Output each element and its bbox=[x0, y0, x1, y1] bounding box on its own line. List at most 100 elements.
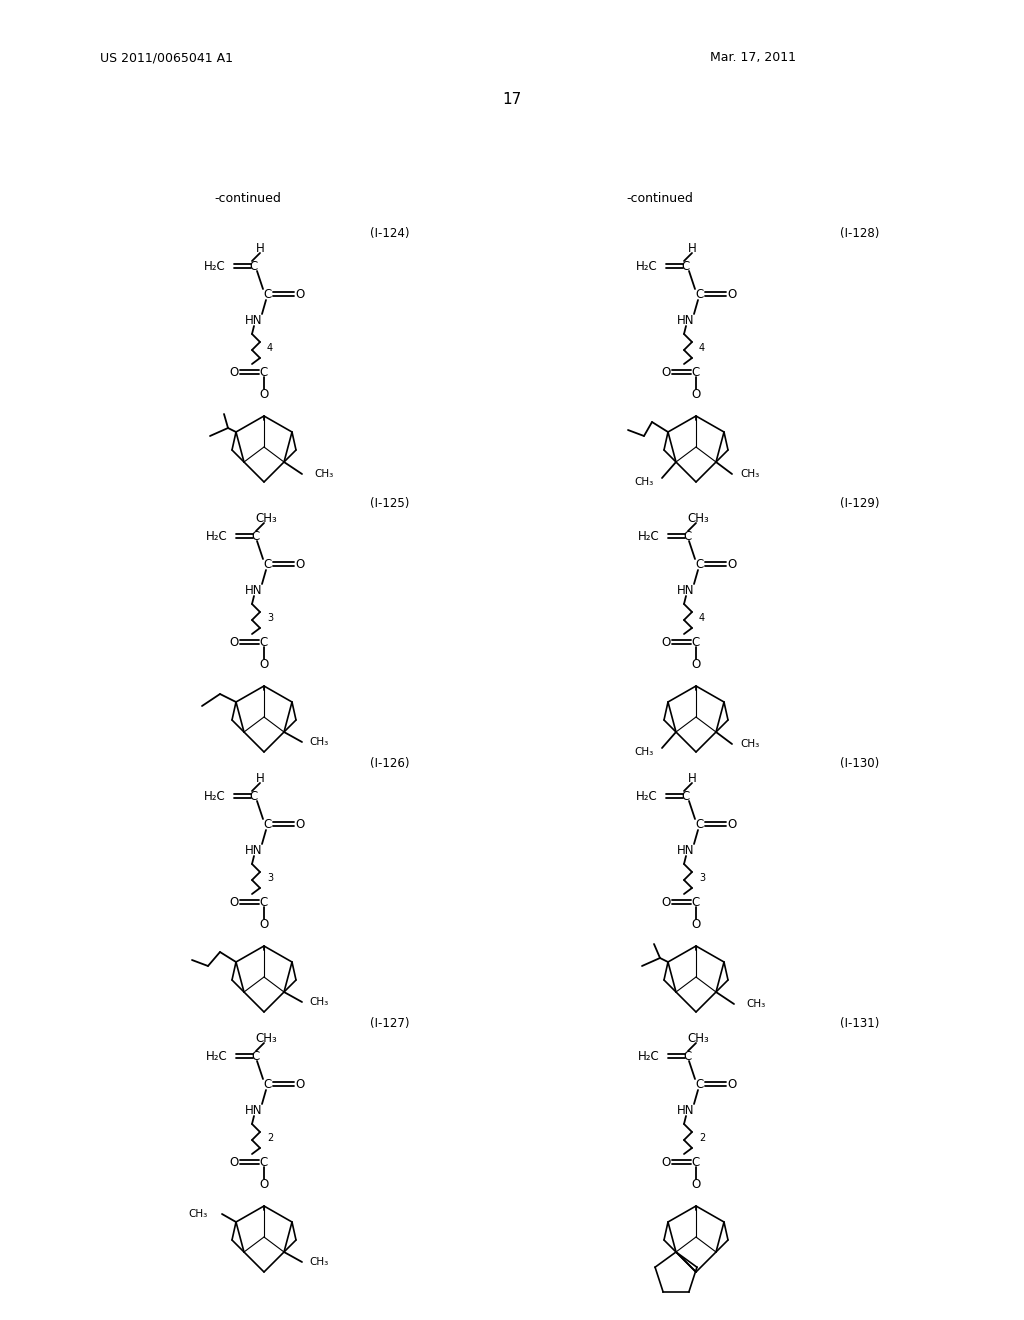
Text: C: C bbox=[264, 288, 272, 301]
Text: HN: HN bbox=[246, 583, 263, 597]
Text: O: O bbox=[295, 288, 304, 301]
Text: C: C bbox=[252, 1049, 260, 1063]
Text: O: O bbox=[295, 817, 304, 830]
Text: O: O bbox=[662, 895, 671, 908]
Text: 4: 4 bbox=[699, 343, 706, 352]
Text: C: C bbox=[264, 1077, 272, 1090]
Text: O: O bbox=[662, 366, 671, 379]
Text: C: C bbox=[260, 895, 268, 908]
Text: (I-125): (I-125) bbox=[371, 496, 410, 510]
Text: C: C bbox=[684, 529, 692, 543]
Text: CH₃: CH₃ bbox=[309, 997, 329, 1007]
Text: (I-128): (I-128) bbox=[841, 227, 880, 239]
Text: HN: HN bbox=[677, 583, 694, 597]
Text: (I-124): (I-124) bbox=[371, 227, 410, 239]
Text: O: O bbox=[662, 1155, 671, 1168]
Text: O: O bbox=[727, 1077, 736, 1090]
Text: C: C bbox=[250, 260, 258, 272]
Text: CH₃: CH₃ bbox=[635, 477, 654, 487]
Text: -continued: -continued bbox=[627, 191, 693, 205]
Text: C: C bbox=[684, 1049, 692, 1063]
Text: O: O bbox=[295, 1077, 304, 1090]
Text: O: O bbox=[727, 817, 736, 830]
Text: C: C bbox=[692, 366, 700, 379]
Text: CH₃: CH₃ bbox=[740, 469, 759, 479]
Text: H: H bbox=[256, 242, 264, 255]
Text: CH₃: CH₃ bbox=[255, 1031, 276, 1044]
Text: H₂C: H₂C bbox=[636, 789, 658, 803]
Text: 17: 17 bbox=[503, 92, 521, 107]
Text: C: C bbox=[696, 288, 705, 301]
Text: 4: 4 bbox=[699, 612, 706, 623]
Text: O: O bbox=[727, 288, 736, 301]
Text: HN: HN bbox=[246, 1104, 263, 1117]
Text: CH₃: CH₃ bbox=[687, 511, 709, 524]
Text: (I-126): (I-126) bbox=[371, 756, 410, 770]
Text: 3: 3 bbox=[699, 873, 706, 883]
Text: C: C bbox=[696, 817, 705, 830]
Text: C: C bbox=[692, 895, 700, 908]
Text: C: C bbox=[692, 1155, 700, 1168]
Text: H: H bbox=[688, 242, 696, 255]
Text: O: O bbox=[691, 917, 700, 931]
Text: C: C bbox=[692, 635, 700, 648]
Text: O: O bbox=[259, 657, 268, 671]
Text: H₂C: H₂C bbox=[206, 529, 228, 543]
Text: H₂C: H₂C bbox=[206, 1049, 228, 1063]
Text: H: H bbox=[688, 771, 696, 784]
Text: CH₃: CH₃ bbox=[255, 511, 276, 524]
Text: (I-129): (I-129) bbox=[841, 496, 880, 510]
Text: HN: HN bbox=[677, 843, 694, 857]
Text: H₂C: H₂C bbox=[638, 1049, 660, 1063]
Text: 4: 4 bbox=[267, 343, 273, 352]
Text: 3: 3 bbox=[267, 873, 273, 883]
Text: C: C bbox=[696, 557, 705, 570]
Text: 3: 3 bbox=[267, 612, 273, 623]
Text: (I-131): (I-131) bbox=[841, 1016, 880, 1030]
Text: CH₃: CH₃ bbox=[309, 737, 329, 747]
Text: C: C bbox=[252, 529, 260, 543]
Text: O: O bbox=[229, 366, 239, 379]
Text: 2: 2 bbox=[698, 1133, 706, 1143]
Text: CH₃: CH₃ bbox=[188, 1209, 208, 1218]
Text: CH₃: CH₃ bbox=[309, 1257, 329, 1267]
Text: C: C bbox=[682, 260, 690, 272]
Text: O: O bbox=[259, 1177, 268, 1191]
Text: C: C bbox=[696, 1077, 705, 1090]
Text: C: C bbox=[250, 789, 258, 803]
Text: H₂C: H₂C bbox=[638, 529, 660, 543]
Text: C: C bbox=[264, 557, 272, 570]
Text: O: O bbox=[229, 635, 239, 648]
Text: H: H bbox=[256, 771, 264, 784]
Text: C: C bbox=[260, 635, 268, 648]
Text: C: C bbox=[260, 366, 268, 379]
Text: O: O bbox=[691, 388, 700, 400]
Text: O: O bbox=[727, 557, 736, 570]
Text: H₂C: H₂C bbox=[636, 260, 658, 272]
Text: CH₃: CH₃ bbox=[746, 999, 765, 1008]
Text: C: C bbox=[682, 789, 690, 803]
Text: O: O bbox=[229, 895, 239, 908]
Text: CH₃: CH₃ bbox=[740, 739, 759, 748]
Text: O: O bbox=[259, 388, 268, 400]
Text: H₂C: H₂C bbox=[204, 260, 226, 272]
Text: O: O bbox=[691, 657, 700, 671]
Text: CH₃: CH₃ bbox=[687, 1031, 709, 1044]
Text: HN: HN bbox=[677, 314, 694, 326]
Text: HN: HN bbox=[677, 1104, 694, 1117]
Text: Mar. 17, 2011: Mar. 17, 2011 bbox=[710, 51, 796, 65]
Text: HN: HN bbox=[246, 843, 263, 857]
Text: 2: 2 bbox=[267, 1133, 273, 1143]
Text: C: C bbox=[264, 817, 272, 830]
Text: O: O bbox=[295, 557, 304, 570]
Text: CH₃: CH₃ bbox=[635, 747, 654, 756]
Text: HN: HN bbox=[246, 314, 263, 326]
Text: O: O bbox=[662, 635, 671, 648]
Text: CH₃: CH₃ bbox=[314, 469, 333, 479]
Text: H₂C: H₂C bbox=[204, 789, 226, 803]
Text: (I-130): (I-130) bbox=[841, 756, 880, 770]
Text: (I-127): (I-127) bbox=[371, 1016, 410, 1030]
Text: C: C bbox=[260, 1155, 268, 1168]
Text: US 2011/0065041 A1: US 2011/0065041 A1 bbox=[100, 51, 233, 65]
Text: -continued: -continued bbox=[215, 191, 282, 205]
